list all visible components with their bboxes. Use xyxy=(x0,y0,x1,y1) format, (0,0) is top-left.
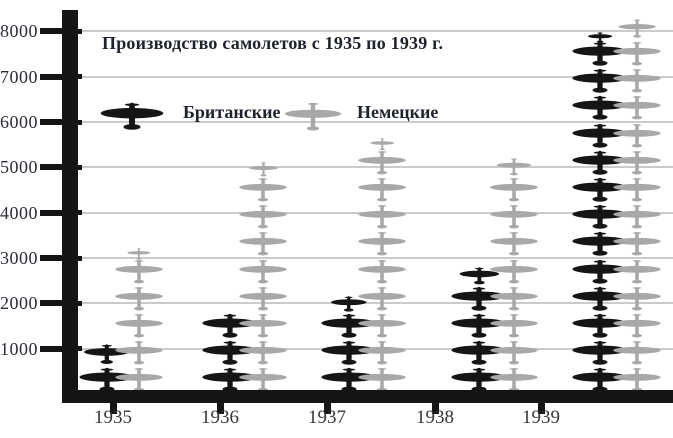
y-tick-nub-2000 xyxy=(78,300,82,306)
gridline-3000 xyxy=(78,257,673,259)
german-plane-icon xyxy=(610,286,664,312)
gridline-2000 xyxy=(78,302,673,305)
y-tick-5000 xyxy=(40,164,62,171)
german-plane-icon xyxy=(610,231,664,257)
y-tick-nub-6000 xyxy=(78,119,82,125)
german-plane-icon-partial xyxy=(245,162,282,177)
y-tick-nub-1000 xyxy=(78,346,82,352)
legend-british-plane-icon xyxy=(99,90,165,143)
german-plane-icon xyxy=(112,259,166,285)
x-tick-1939 xyxy=(537,403,545,414)
chart-title: Производство самолетов с 1935 по 1939 г. xyxy=(102,33,444,53)
y-tick-nub-7000 xyxy=(78,74,82,80)
german-plane-icon-partial xyxy=(366,138,399,151)
y-tick-nub-5000 xyxy=(78,164,82,170)
german-plane-icon xyxy=(236,313,290,339)
y-tick-7000 xyxy=(40,73,62,80)
x-axis-label-1937: 1937 xyxy=(308,407,346,428)
german-plane-icon xyxy=(236,204,290,230)
y-axis-label-7000: 7000 xyxy=(0,66,38,87)
german-plane-icon xyxy=(355,231,409,257)
y-tick-3000 xyxy=(40,255,62,261)
y-tick-nub-8000 xyxy=(78,28,82,34)
german-plane-icon-partial xyxy=(615,19,659,39)
german-plane-icon xyxy=(487,177,541,203)
german-plane-icon xyxy=(487,204,541,230)
x-tick-1935 xyxy=(109,403,117,414)
y-tick-nub-3000 xyxy=(78,255,82,261)
x-axis-label-1935: 1935 xyxy=(94,407,132,428)
german-plane-icon xyxy=(355,286,409,312)
german-plane-icon xyxy=(355,150,409,176)
x-axis-label-1936: 1936 xyxy=(201,407,239,428)
german-plane-icon xyxy=(610,313,664,339)
german-plane-icon-partial xyxy=(123,248,155,260)
legend-german-plane-icon xyxy=(281,88,345,146)
german-plane-icon xyxy=(487,259,541,285)
german-plane-icon xyxy=(487,313,541,339)
legend-german-label: Немецкие xyxy=(357,102,439,122)
german-plane-icon xyxy=(112,313,166,339)
y-axis-label-2000: 2000 xyxy=(0,293,38,314)
gridline-7000 xyxy=(78,75,673,78)
german-plane-icon xyxy=(355,340,409,366)
german-plane-icon xyxy=(610,41,664,67)
german-plane-icon xyxy=(487,340,541,366)
german-plane-icon xyxy=(355,313,409,339)
x-tick-1938 xyxy=(431,403,439,414)
y-axis-label-5000: 5000 xyxy=(0,157,38,178)
y-axis xyxy=(62,10,78,403)
german-plane-icon xyxy=(236,259,290,285)
german-plane-icon xyxy=(112,286,166,312)
legend-british-label: Британские xyxy=(183,102,281,122)
german-plane-icon xyxy=(236,231,290,257)
y-tick-1000 xyxy=(40,345,62,352)
y-axis-label-3000: 3000 xyxy=(0,248,38,268)
german-plane-icon xyxy=(610,204,664,230)
x-tick-1937 xyxy=(323,403,331,414)
y-tick-2000 xyxy=(40,300,62,307)
x-tick-1936 xyxy=(216,403,224,414)
y-axis-label-6000: 6000 xyxy=(0,112,38,132)
x-axis-label-1939: 1939 xyxy=(522,407,560,428)
y-tick-6000 xyxy=(40,119,62,125)
x-axis xyxy=(62,390,673,403)
gridline-5000 xyxy=(78,166,673,169)
german-plane-icon xyxy=(487,286,541,312)
y-axis-label-8000: 8000 xyxy=(0,21,38,42)
german-plane-icon xyxy=(610,150,664,176)
german-plane-icon xyxy=(610,340,664,366)
gridline-6000 xyxy=(78,121,673,123)
german-plane-icon-partial xyxy=(493,158,535,176)
german-plane-icon xyxy=(610,177,664,203)
german-plane-icon xyxy=(610,68,664,94)
german-plane-icon xyxy=(236,286,290,312)
y-tick-nub-4000 xyxy=(78,210,82,216)
x-axis-label-1938: 1938 xyxy=(416,407,454,428)
y-tick-4000 xyxy=(40,209,62,216)
german-plane-icon xyxy=(355,177,409,203)
y-axis-label-4000: 4000 xyxy=(0,202,38,223)
german-plane-icon xyxy=(487,231,541,257)
german-plane-icon xyxy=(355,259,409,285)
german-plane-icon xyxy=(236,340,290,366)
german-plane-icon xyxy=(610,95,664,121)
german-plane-icon xyxy=(112,340,166,366)
y-axis-label-1000: 1000 xyxy=(0,338,38,359)
german-plane-icon xyxy=(610,259,664,285)
german-plane-icon xyxy=(355,204,409,230)
german-plane-icon xyxy=(610,123,664,149)
german-plane-icon xyxy=(236,177,290,203)
y-tick-8000 xyxy=(40,28,62,35)
gridline-8000 xyxy=(78,30,673,33)
